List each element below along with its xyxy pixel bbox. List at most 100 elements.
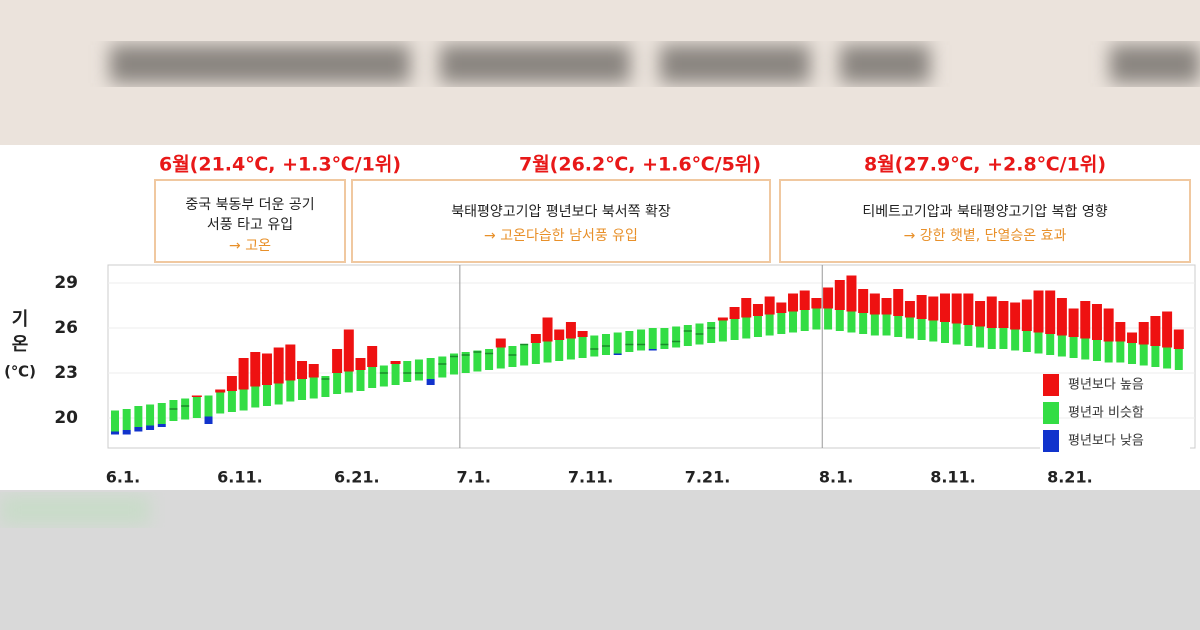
- x-tick-label: 7.21.: [685, 468, 731, 487]
- normal-band: [789, 311, 798, 333]
- normal-band: [157, 403, 166, 424]
- normal-band: [835, 310, 844, 331]
- normal-band: [204, 395, 213, 417]
- normal-band: [391, 364, 400, 385]
- x-tick-label: 8.1.: [819, 468, 853, 487]
- normal-band: [274, 383, 283, 405]
- below-normal-bar: [111, 431, 119, 435]
- normal-band: [1011, 329, 1020, 351]
- normal-band: [333, 373, 342, 394]
- above-normal-bar: [788, 293, 799, 312]
- above-normal-bar: [869, 293, 880, 315]
- above-normal-bar: [1138, 322, 1149, 345]
- above-normal-bar: [367, 346, 378, 367]
- above-normal-bar: [1068, 308, 1079, 337]
- normal-band: [625, 331, 634, 352]
- normal-band: [251, 386, 260, 408]
- above-normal-bar: [1056, 298, 1067, 336]
- normal-band: [1081, 338, 1090, 360]
- normal-band: [917, 319, 926, 340]
- normal-band: [111, 410, 119, 432]
- normal-band: [1046, 334, 1055, 355]
- normal-band: [1034, 332, 1043, 354]
- above-normal-bar: [823, 287, 834, 309]
- above-normal-bar: [741, 298, 752, 318]
- above-normal-bar: [355, 358, 366, 370]
- above-normal-bar: [834, 280, 845, 310]
- normal-band: [929, 320, 938, 342]
- above-normal-bar: [390, 361, 401, 364]
- box-result: → 고온다습한 남서풍 유입: [484, 228, 638, 244]
- normal-band: [403, 361, 412, 382]
- normal-band: [181, 398, 190, 420]
- x-tick-label: 6.11.: [217, 468, 263, 487]
- y-tick-label: 23: [54, 363, 78, 383]
- box-text: 중국 북동부 더운 공기: [185, 197, 314, 213]
- legend-label: 평년보다 낮음: [1068, 434, 1144, 449]
- x-tick-label: 6.1.: [106, 468, 140, 487]
- normal-band: [672, 326, 681, 348]
- normal-band: [648, 328, 657, 349]
- normal-band: [321, 376, 330, 397]
- above-normal-bar: [939, 293, 950, 322]
- above-normal-bar: [998, 301, 1009, 328]
- normal-band: [286, 380, 295, 402]
- normal-band: [1151, 346, 1160, 367]
- normal-band: [169, 400, 178, 421]
- normal-band: [765, 314, 774, 336]
- above-normal-bar: [542, 317, 553, 342]
- normal-band: [122, 409, 131, 430]
- above-normal-bar: [986, 296, 997, 328]
- above-normal-bar: [577, 331, 588, 337]
- legend: [1040, 372, 1190, 470]
- box-text: 북태평양고기압 평년보다 북서쪽 확장: [451, 204, 671, 220]
- normal-band: [777, 313, 786, 334]
- above-normal-bar: [343, 329, 354, 372]
- above-normal-bar: [951, 293, 962, 324]
- normal-band: [134, 406, 143, 427]
- above-normal-bar: [729, 307, 740, 319]
- normal-band: [730, 319, 739, 340]
- y-tick-label: 29: [54, 273, 78, 293]
- above-normal-bar: [1150, 316, 1161, 346]
- annotation-box: [351, 179, 771, 263]
- above-normal-bar: [238, 358, 249, 390]
- y-axis-label: (℃): [4, 363, 36, 381]
- normal-band: [1174, 349, 1183, 370]
- above-normal-bar: [799, 290, 810, 310]
- normal-band: [555, 340, 564, 361]
- normal-band: [824, 308, 833, 330]
- normal-band: [578, 337, 587, 358]
- above-normal-bar: [250, 352, 261, 387]
- above-normal-bar: [858, 289, 869, 313]
- normal-band: [379, 365, 388, 387]
- normal-band: [192, 397, 201, 418]
- normal-band: [964, 325, 973, 346]
- box-text: 서풍 타고 유입: [207, 217, 293, 233]
- normal-band: [298, 379, 307, 400]
- normal-band: [882, 314, 891, 336]
- above-normal-bar: [297, 361, 308, 379]
- normal-band: [1163, 347, 1172, 369]
- normal-band: [859, 313, 868, 334]
- box-result: → 강한 햇볕, 단열승온 효과: [904, 228, 1067, 244]
- above-normal-bar: [1033, 290, 1044, 333]
- below-normal-bar: [134, 427, 143, 432]
- above-normal-bar: [846, 275, 857, 312]
- x-tick-label: 7.1.: [456, 468, 490, 487]
- above-normal-bar: [1103, 308, 1114, 342]
- legend-swatch: [1043, 402, 1059, 424]
- below-normal-bar: [204, 416, 213, 424]
- above-normal-bar: [963, 293, 974, 325]
- below-normal-bar: [146, 425, 155, 430]
- y-tick-label: 26: [54, 318, 78, 338]
- above-normal-bar: [764, 296, 775, 315]
- above-normal-bar: [285, 344, 296, 381]
- above-normal-bar: [273, 347, 284, 384]
- above-normal-bar: [308, 364, 319, 378]
- below-normal-bar: [122, 430, 131, 435]
- above-normal-bar: [261, 353, 272, 385]
- normal-band: [227, 391, 236, 412]
- normal-band: [438, 356, 447, 378]
